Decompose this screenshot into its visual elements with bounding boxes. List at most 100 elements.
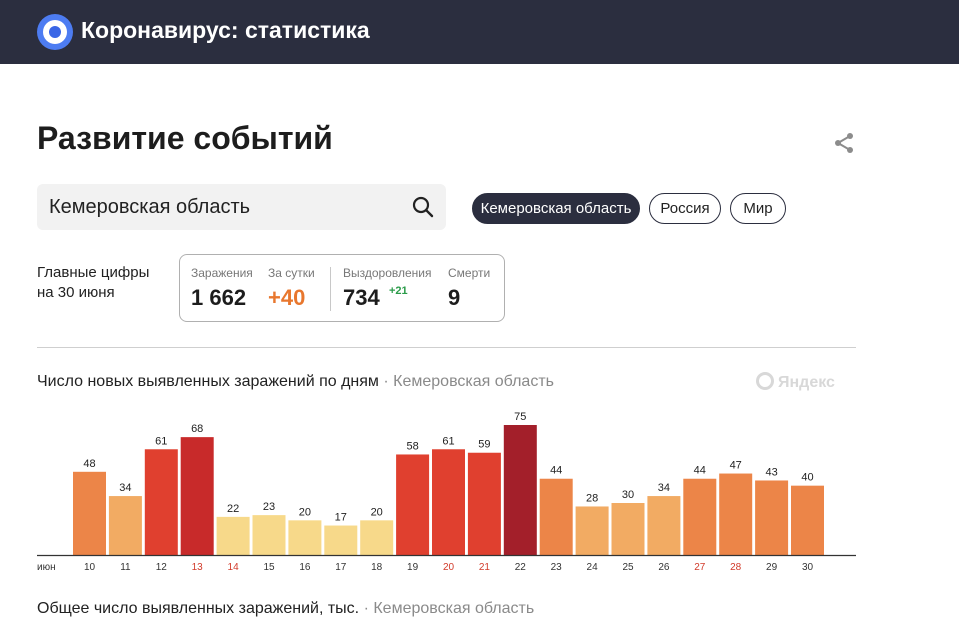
tick-label-15: 15 — [263, 562, 275, 573]
recovered-value: 734 — [343, 285, 380, 310]
data-label-23: 44 — [550, 465, 562, 477]
tick-label-26: 26 — [658, 562, 670, 573]
chart-title-region: Кемеровская область — [393, 373, 554, 390]
chart-title-text: Число новых выявленных заражений по дням — [37, 373, 379, 390]
data-label-26: 34 — [658, 482, 670, 494]
chart-title: Число новых выявленных заражений по дням… — [37, 373, 554, 391]
main-figures-box: Заражения 1 662 За сутки +40 Выздоровлен… — [179, 254, 505, 322]
data-label-12: 61 — [155, 435, 167, 447]
tick-label-11: 11 — [120, 562, 131, 573]
data-label-15: 23 — [263, 501, 275, 513]
data-label-29: 43 — [765, 466, 777, 478]
data-label-19: 58 — [406, 440, 418, 452]
filter-russia-button[interactable]: Россия — [649, 193, 721, 224]
logo-dot — [49, 26, 61, 38]
bar-10 — [73, 471, 106, 555]
stats-divider — [330, 267, 331, 311]
tick-label-19: 19 — [407, 562, 419, 573]
tick-label-10: 10 — [84, 562, 96, 573]
bar-15 — [252, 515, 286, 555]
bar-27 — [683, 478, 717, 555]
data-label-11: 34 — [119, 482, 131, 494]
bar-22 — [503, 425, 537, 555]
search-box — [37, 184, 446, 230]
deaths-value: 9 — [448, 285, 461, 310]
tick-label-30: 30 — [802, 562, 814, 573]
bar-26 — [647, 496, 681, 555]
bar-17 — [324, 525, 358, 555]
tick-label-24: 24 — [587, 562, 599, 573]
tick-label-23: 23 — [551, 562, 563, 573]
data-label-20: 61 — [442, 435, 454, 447]
infections-label: Заражения — [191, 266, 253, 280]
tick-label-22: 22 — [515, 562, 527, 573]
bar-24 — [575, 506, 609, 555]
total-chart-title: Общее число выявленных заражений, тыс. ·… — [37, 600, 534, 618]
recovered-delta: +21 — [389, 285, 408, 297]
infections-value: 1 662 — [191, 285, 247, 310]
tick-label-25: 25 — [622, 562, 634, 573]
data-label-25: 30 — [622, 489, 634, 501]
bar-12 — [144, 449, 178, 555]
bar-20 — [432, 449, 465, 555]
deaths-label: Смерти — [448, 266, 491, 280]
total-chart-title-separator: · — [363, 600, 369, 617]
total-chart-title-region: Кемеровская область — [373, 600, 535, 617]
bar-21 — [467, 452, 501, 555]
tick-label-12: 12 — [156, 562, 168, 573]
tick-label-14: 14 — [228, 562, 240, 573]
total-chart-title-text: Общее число выявленных заражений, тыс. — [37, 600, 360, 617]
filter-kemerovo-button[interactable]: Кемеровская область — [472, 193, 640, 224]
recovered-label: Выздоровления — [343, 266, 432, 280]
bar-23 — [539, 478, 573, 555]
tick-label-20: 20 — [443, 562, 455, 573]
tick-label-18: 18 — [371, 562, 383, 573]
bar-19 — [396, 454, 430, 555]
bar-25 — [611, 503, 645, 555]
bar-28 — [719, 473, 753, 555]
tick-label-17: 17 — [335, 562, 347, 573]
tick-label-21: 21 — [479, 562, 491, 573]
bar-30 — [791, 485, 824, 555]
bar-29 — [755, 480, 789, 555]
data-label-30: 40 — [801, 472, 813, 484]
page-title: Развитие событий — [37, 120, 333, 156]
share-icon[interactable] — [832, 131, 856, 155]
bar-18 — [360, 520, 394, 555]
yandex-watermark-icon — [756, 372, 774, 390]
search-icon[interactable] — [411, 195, 435, 219]
coronavirus-logo-icon[interactable] — [37, 14, 73, 50]
filter-world-button[interactable]: Мир — [730, 193, 786, 224]
daily-infections-chart: 48 10 34 11 61 12 68 13 22 14 23 15 20 16 17 17 20 18 58 19… — [37, 411, 856, 573]
section-divider — [37, 347, 856, 348]
yandex-watermark: Яндекс — [756, 372, 835, 392]
data-label-21: 59 — [478, 439, 490, 451]
main-figures-label-line1: Главные цифры — [37, 264, 150, 281]
month-label: июн — [37, 562, 56, 573]
data-label-22: 75 — [514, 411, 526, 423]
main-figures-date: на 30 июня — [37, 284, 115, 301]
region-search-input[interactable] — [37, 184, 409, 230]
tick-label-13: 13 — [192, 562, 204, 573]
tick-label-16: 16 — [299, 562, 311, 573]
bar-16 — [288, 520, 322, 555]
main-figures-label: Главные цифры на 30 июня — [37, 263, 149, 303]
data-label-24: 28 — [586, 492, 598, 504]
data-label-27: 44 — [694, 465, 706, 477]
tick-label-27: 27 — [694, 562, 706, 573]
top-bar: Коронавирус: статистика — [0, 0, 959, 64]
data-label-13: 68 — [191, 423, 203, 435]
chart-title-separator: · — [383, 373, 389, 390]
data-label-14: 22 — [227, 503, 239, 515]
data-label-10: 48 — [83, 458, 95, 470]
yandex-watermark-text: Яндекс — [778, 374, 835, 391]
bar-13 — [180, 437, 214, 555]
bar-11 — [108, 496, 142, 555]
bar-14 — [216, 516, 250, 555]
tick-label-28: 28 — [730, 562, 742, 573]
daily-label: За сутки — [268, 266, 315, 280]
data-label-18: 20 — [371, 506, 383, 518]
app-title[interactable]: Коронавирус: статистика — [81, 17, 370, 43]
daily-value: +40 — [268, 285, 306, 310]
data-label-16: 20 — [299, 506, 311, 518]
